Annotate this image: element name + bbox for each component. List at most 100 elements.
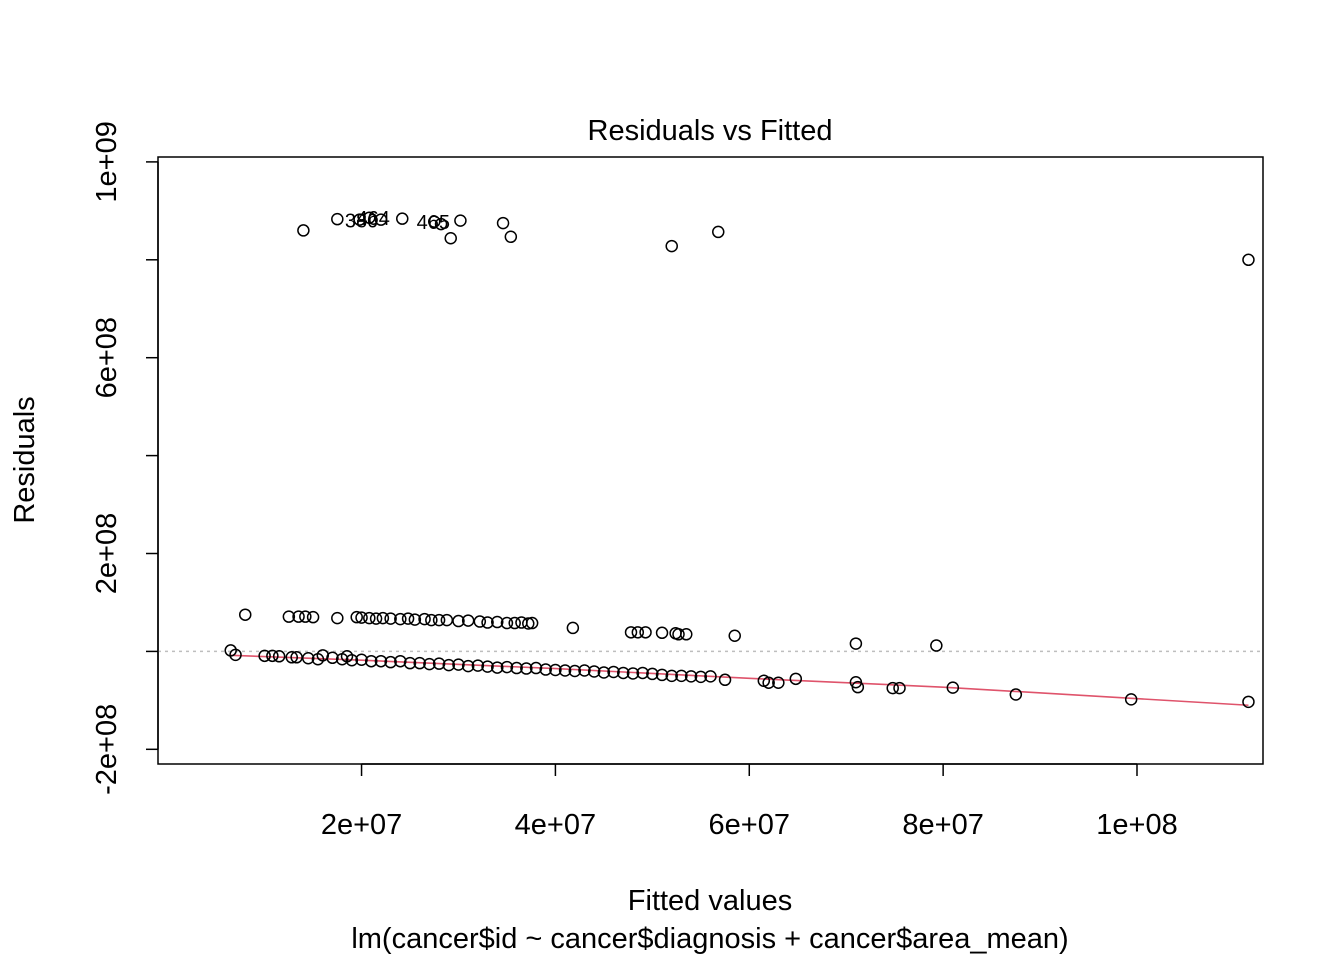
data-point <box>568 664 582 678</box>
data-point <box>369 612 383 625</box>
x-tick-label: 2e+07 <box>321 809 402 841</box>
data-point <box>258 649 271 663</box>
data-point <box>578 664 591 677</box>
data-point <box>680 628 693 641</box>
data-point <box>297 224 310 237</box>
y-axis-label: Residuals <box>9 396 41 523</box>
data-point <box>728 629 741 642</box>
data-point <box>432 657 446 670</box>
data-point <box>301 652 315 665</box>
plot-frame <box>157 156 1264 765</box>
data-point <box>529 661 543 675</box>
data-point <box>491 661 504 674</box>
data-point <box>525 616 539 630</box>
data-point <box>655 626 669 640</box>
data-point <box>452 658 465 671</box>
x-tick-label: 6e+07 <box>709 809 790 841</box>
data-point <box>374 213 388 226</box>
y-axis: -2e+08 2e+08 6e+08 1e+09 <box>91 121 159 795</box>
data-point <box>500 616 514 630</box>
data-point <box>672 628 685 641</box>
data-point <box>428 215 441 228</box>
data-point <box>363 611 376 625</box>
data-point <box>306 610 320 624</box>
data-point <box>631 626 645 639</box>
data-point <box>454 214 467 227</box>
data-point <box>355 611 368 624</box>
data-point <box>473 615 487 628</box>
data-point <box>539 663 552 676</box>
data-point <box>350 610 363 624</box>
data-point <box>408 613 422 626</box>
data-point <box>675 669 688 683</box>
data-point <box>597 666 611 679</box>
data-point <box>930 639 943 652</box>
data-point <box>522 617 535 630</box>
data-point <box>684 670 698 683</box>
data-point <box>331 212 344 226</box>
data-point <box>384 612 397 625</box>
data-point <box>712 225 725 239</box>
data-point <box>425 613 438 627</box>
x-axis-label: Fitted values <box>628 885 792 917</box>
data-point <box>500 660 514 674</box>
x-tick-label: 4e+07 <box>515 809 596 841</box>
data-point <box>266 649 279 663</box>
data-point <box>520 662 533 675</box>
data-point <box>434 217 448 231</box>
y-tick-label: 2e+08 <box>91 513 123 594</box>
data-point <box>374 654 388 668</box>
data-point <box>299 610 312 623</box>
points-layer <box>224 211 1255 709</box>
data-point <box>345 653 359 667</box>
data-point <box>893 681 906 695</box>
data-point <box>229 648 242 662</box>
data-point <box>624 626 638 639</box>
data-point <box>587 665 601 678</box>
data-point <box>384 655 397 669</box>
data-point <box>481 660 494 673</box>
data-point <box>432 613 446 627</box>
data-point <box>1009 688 1023 701</box>
data-point <box>394 612 407 626</box>
point-label: 464 <box>356 208 389 230</box>
data-point <box>355 653 368 666</box>
data-point <box>558 664 572 677</box>
y-tick-label: 6e+08 <box>91 317 123 398</box>
data-point <box>851 680 865 694</box>
data-point <box>491 615 504 629</box>
x-tick-label: 8e+07 <box>902 809 983 841</box>
data-point <box>461 659 475 673</box>
data-point <box>282 610 296 623</box>
data-point <box>1124 693 1138 706</box>
data-point <box>353 213 366 226</box>
chart-subtitle: lm(cancer$id ~ cancer$diagnosis + cancer… <box>351 923 1068 955</box>
smooth-layer <box>230 654 1249 707</box>
data-point <box>403 656 417 670</box>
data-point <box>413 656 426 670</box>
data-point <box>1242 253 1255 267</box>
data-point <box>396 212 409 225</box>
data-point <box>326 651 339 665</box>
data-point <box>272 650 286 663</box>
data-point <box>510 661 523 675</box>
data-point <box>655 668 669 682</box>
data-point <box>549 663 562 677</box>
data-point <box>694 670 708 684</box>
data-point <box>442 658 456 672</box>
data-point <box>617 666 630 680</box>
data-point <box>471 659 485 672</box>
data-point <box>886 681 899 695</box>
data-point <box>704 670 717 683</box>
data-point <box>401 612 415 625</box>
data-point <box>331 611 344 625</box>
data-point <box>481 616 494 629</box>
data-point <box>452 614 465 628</box>
data-point <box>789 672 803 686</box>
data-point <box>566 621 580 635</box>
x-tick-label: 1e+08 <box>1096 809 1177 841</box>
data-point <box>639 626 652 639</box>
y-tick-label: 1e+09 <box>91 121 123 202</box>
